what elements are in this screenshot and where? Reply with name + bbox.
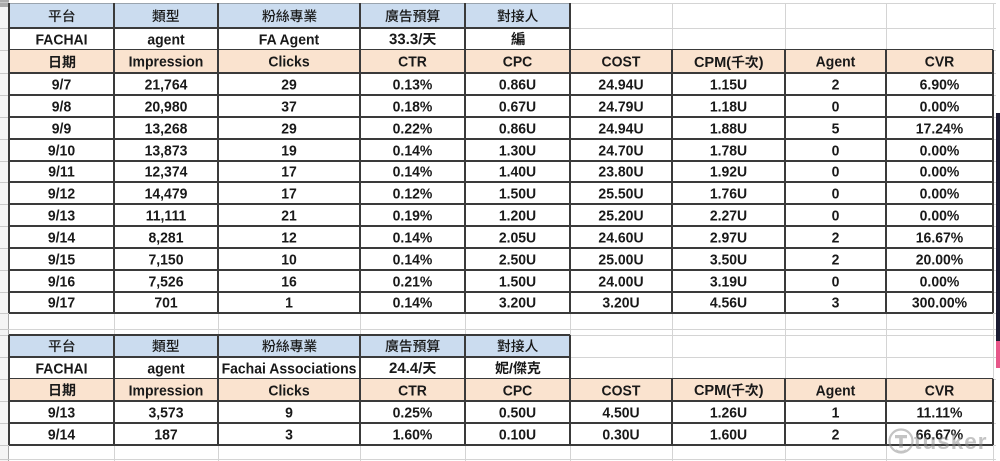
svg-text:tusker: tusker (914, 429, 988, 454)
